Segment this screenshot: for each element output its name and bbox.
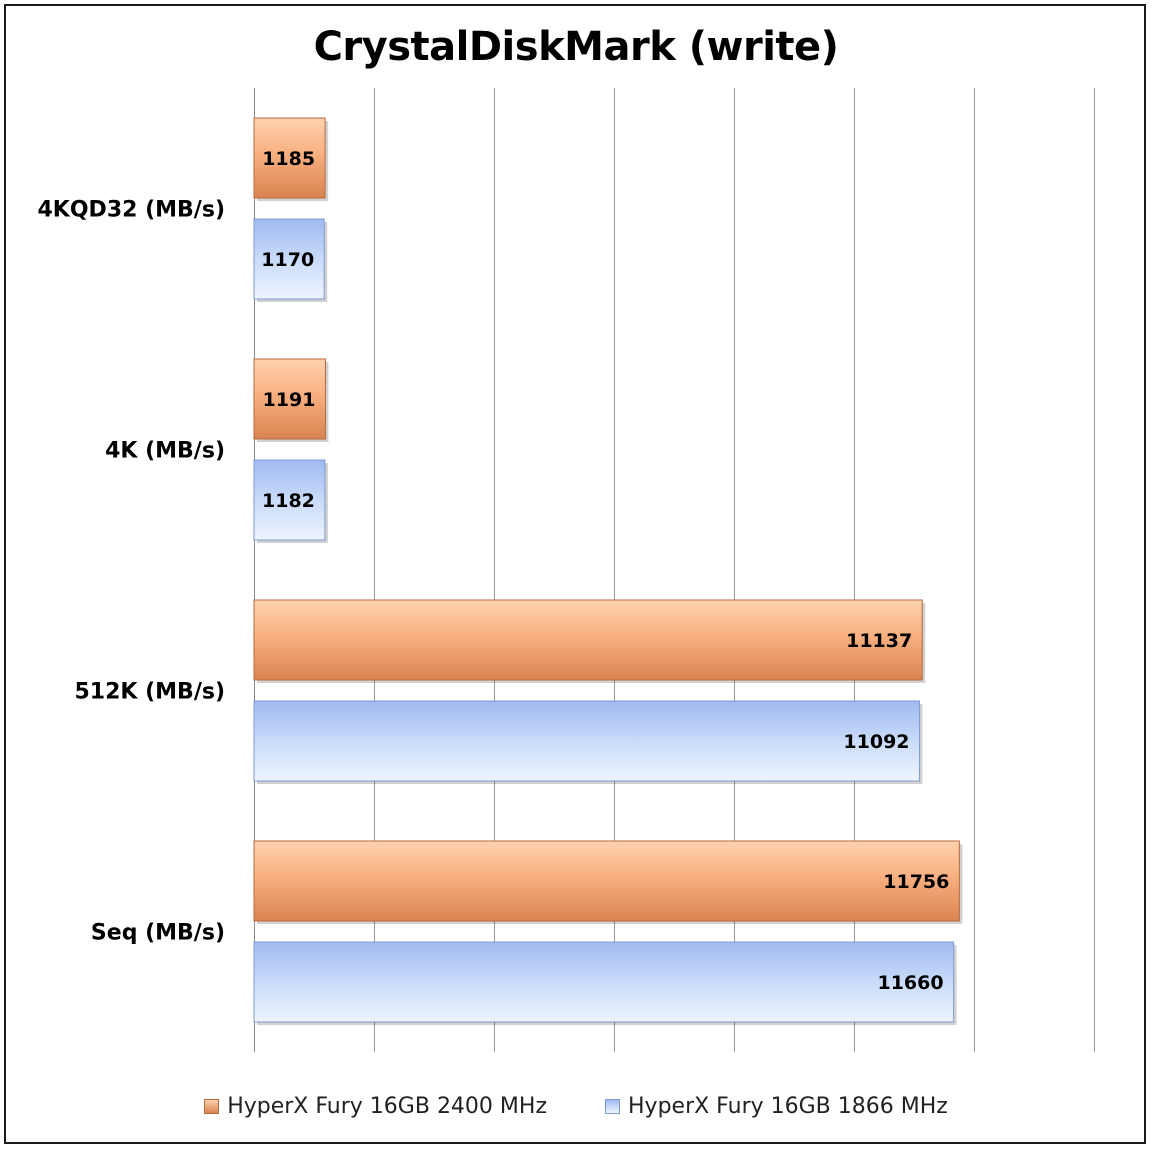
data-label: 11660 <box>877 972 943 994</box>
chart-title: CrystalDiskMark (write) <box>313 24 839 70</box>
data-label: 1185 <box>262 148 315 170</box>
bar-group <box>253 700 923 784</box>
bar-2400mhz <box>253 117 326 199</box>
legend-item: HyperX Fury 16GB 1866 MHz <box>605 1094 948 1119</box>
data-label: 11137 <box>846 630 912 652</box>
bar-group <box>253 358 329 442</box>
category-label: 512K (MB/s) <box>74 680 225 705</box>
data-label: 11092 <box>843 731 909 753</box>
bar-group <box>253 218 328 302</box>
legend: HyperX Fury 16GB 2400 MHz HyperX Fury 16G… <box>0 1094 1152 1119</box>
bars <box>253 117 963 1025</box>
bar-2400mhz <box>253 358 326 440</box>
bar-group <box>253 941 957 1025</box>
bar-1866mhz <box>253 700 921 782</box>
bar-group <box>253 840 963 924</box>
legend-item: HyperX Fury 16GB 2400 MHz <box>204 1094 547 1119</box>
bar-labels: 1185 1170 1191 1182 11137 11092 11756 11660 <box>261 148 949 994</box>
data-label: 1182 <box>262 490 315 512</box>
legend-label: HyperX Fury 16GB 1866 MHz <box>628 1094 948 1119</box>
bar-1866mhz <box>253 459 326 541</box>
legend-swatch <box>204 1099 220 1114</box>
data-label: 1170 <box>261 249 314 271</box>
bar-group <box>253 117 329 201</box>
category-label: 4KQD32 (MB/s) <box>38 198 226 223</box>
data-label: 11756 <box>883 871 949 893</box>
bar-2400mhz <box>253 840 960 922</box>
bar-2400mhz <box>253 599 923 681</box>
legend-swatch <box>605 1099 620 1114</box>
category-label: 4K (MB/s) <box>105 439 225 464</box>
bar-group <box>253 599 926 683</box>
legend-label: HyperX Fury 16GB 2400 MHz <box>227 1094 547 1119</box>
bar-1866mhz <box>253 941 955 1023</box>
category-label: Seq (MB/s) <box>91 921 225 946</box>
category-labels: 4KQD32 (MB/s) 4K (MB/s) 512K (MB/s) Seq (MB… <box>38 198 226 946</box>
bar-1866mhz <box>253 218 325 300</box>
bar-group <box>253 459 328 543</box>
data-label: 1191 <box>263 389 316 411</box>
